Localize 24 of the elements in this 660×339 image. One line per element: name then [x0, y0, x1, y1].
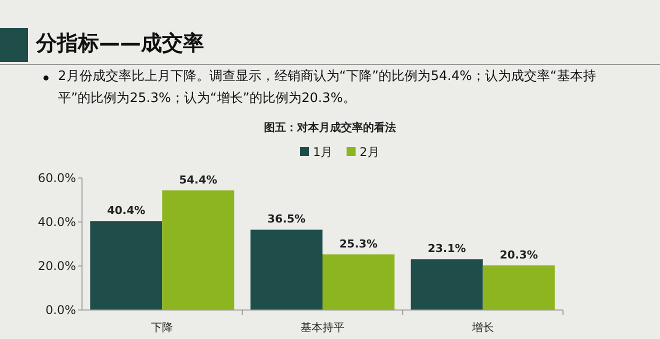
- x-tick-label: 增长: [470, 321, 494, 334]
- legend-label: 1月: [313, 145, 333, 159]
- data-label: 25.3%: [339, 237, 378, 250]
- x-tick-label: 下降: [151, 321, 174, 334]
- bar: [162, 190, 234, 310]
- y-tick-label: 0.0%: [46, 303, 76, 317]
- legend-label: 2月: [360, 145, 380, 159]
- bar: [410, 259, 483, 310]
- bar: [482, 265, 555, 310]
- text: 分指标——成交率: [36, 30, 204, 57]
- y-tick-label: 20.0%: [38, 259, 76, 273]
- y-tick-label: 40.0%: [38, 215, 76, 229]
- data-label: 20.3%: [500, 248, 538, 262]
- x-tick-label: 基本持平: [300, 321, 344, 334]
- y-tick-label: 60.0%: [38, 171, 76, 185]
- data-label: 36.5%: [267, 212, 306, 226]
- data-label: 40.4%: [107, 204, 146, 218]
- data-label: 54.4%: [179, 173, 218, 186]
- bar: [90, 221, 162, 310]
- chart-title: 图五：对本月成交率的看法: [264, 121, 396, 134]
- text: 2月份成交率比上月下降。调查显示，经销商认为“下降”的比例为54.4%；认为成交率“基本持平”的比例为25.3%；认为“增长”的比例为20.3%。: [58, 68, 597, 108]
- data-label: 23.1%: [428, 242, 466, 256]
- bar: [322, 254, 394, 310]
- bar: [250, 230, 322, 310]
